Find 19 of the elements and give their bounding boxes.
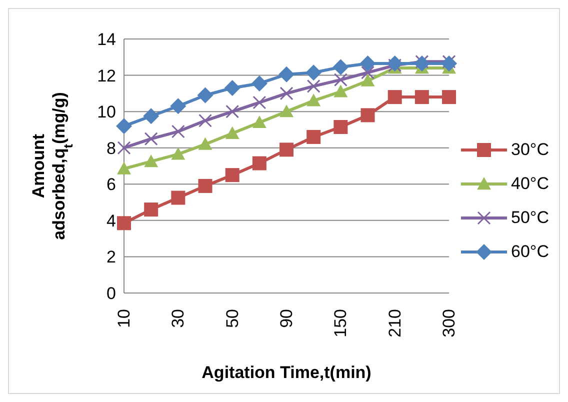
legend-label: 60°C [511,242,549,262]
legend-label: 50°C [511,208,549,228]
y-tick-label: 10 [97,102,116,122]
x-tick-label: 50 [222,309,242,328]
x-tick-label: 30 [168,309,188,328]
y-tick-label: 6 [106,175,116,194]
x-tick-label: 90 [277,309,296,328]
y-tick-label: 2 [106,248,116,267]
legend-label: 40°C [511,174,549,194]
x-tick-label: 210 [385,309,404,338]
y-tick-label: 14 [97,30,116,50]
y-tick-label: 12 [97,66,116,86]
x-tick-label: 300 [440,309,459,338]
y-tick-label: 0 [106,284,116,304]
x-tick-label: 150 [331,309,350,338]
y-tick-label: 8 [106,138,116,158]
legend-label: 30°C [511,140,549,160]
x-axis-title: Agitation Time,t(min) [202,363,372,382]
y-tick-label: 4 [106,211,116,230]
